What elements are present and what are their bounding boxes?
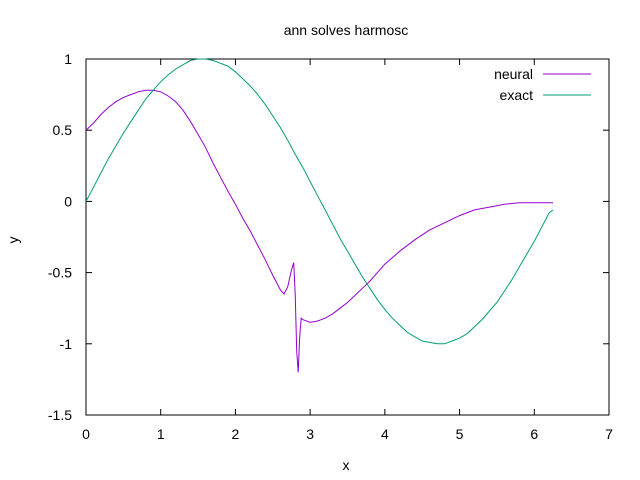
chart-title: ann solves harmosc [284,22,409,38]
x-axis-label: x [343,457,350,473]
legend-label-neural: neural [494,66,533,82]
x-tick-label: 5 [456,426,464,442]
series-line-exact [85,58,554,345]
y-tick-label: -1.5 [48,407,72,423]
y-axis-label: y [5,237,21,244]
legend: neural exact [494,66,591,103]
x-tick-label: 2 [232,426,240,442]
y-tick-label: 1 [64,51,72,67]
legend-label-exact: exact [500,87,534,103]
x-tick-label: 3 [306,426,314,442]
y-tick-label: -0.5 [48,265,72,281]
x-axis: 0 1 2 3 4 5 6 7 [82,59,613,442]
x-tick-label: 1 [157,426,165,442]
series-layer [85,58,554,373]
x-tick-label: 6 [530,426,538,442]
x-tick-label: 0 [82,426,90,442]
y-axis: -1.5 -1 -0.5 0 0.5 1 [48,51,609,423]
plot-frame [85,58,610,416]
x-tick-label: 7 [605,426,613,442]
y-tick-label: 0.5 [53,122,73,138]
plot-border [85,58,610,416]
x-tick-label: 4 [381,426,389,442]
series-line-neural [85,89,553,373]
y-tick-label: -1 [60,336,73,352]
y-tick-label: 0 [64,193,72,209]
